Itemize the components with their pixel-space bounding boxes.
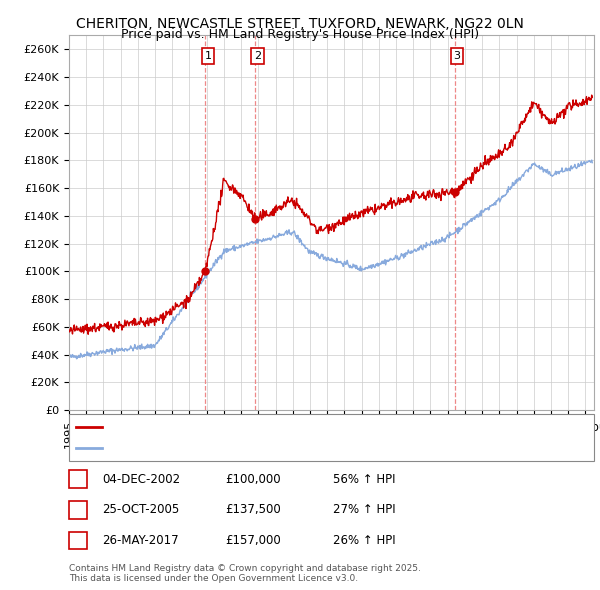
Text: Price paid vs. HM Land Registry's House Price Index (HPI): Price paid vs. HM Land Registry's House … [121, 28, 479, 41]
Text: CHERITON, NEWCASTLE STREET, TUXFORD, NEWARK, NG22 0LN (semi-detached house): CHERITON, NEWCASTLE STREET, TUXFORD, NEW… [105, 421, 600, 434]
Text: 2: 2 [74, 503, 82, 516]
Text: 3: 3 [74, 534, 82, 547]
Text: £100,000: £100,000 [225, 473, 281, 486]
Text: 26% ↑ HPI: 26% ↑ HPI [333, 534, 395, 547]
Text: 56% ↑ HPI: 56% ↑ HPI [333, 473, 395, 486]
Text: 2: 2 [254, 51, 261, 61]
Text: 1: 1 [205, 51, 211, 61]
Text: £137,500: £137,500 [225, 503, 281, 516]
Text: 26-MAY-2017: 26-MAY-2017 [102, 534, 179, 547]
Text: 04-DEC-2002: 04-DEC-2002 [102, 473, 180, 486]
Text: 25-OCT-2005: 25-OCT-2005 [102, 503, 179, 516]
Text: 1: 1 [74, 473, 82, 486]
Text: £157,000: £157,000 [225, 534, 281, 547]
Text: CHERITON, NEWCASTLE STREET, TUXFORD, NEWARK, NG22 0LN: CHERITON, NEWCASTLE STREET, TUXFORD, NEW… [76, 17, 524, 31]
Text: 27% ↑ HPI: 27% ↑ HPI [333, 503, 395, 516]
Text: Contains HM Land Registry data © Crown copyright and database right 2025.
This d: Contains HM Land Registry data © Crown c… [69, 563, 421, 583]
Text: HPI: Average price, semi-detached house, Bassetlaw: HPI: Average price, semi-detached house,… [105, 442, 416, 455]
Text: 3: 3 [454, 51, 461, 61]
